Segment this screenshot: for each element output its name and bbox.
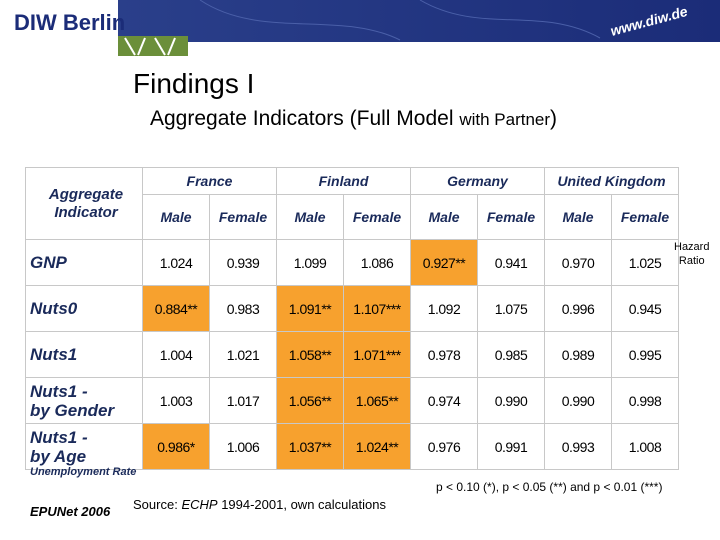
value-cell: 0.995 bbox=[611, 331, 679, 378]
value-cell: 1.025 bbox=[611, 239, 679, 286]
row-label-line: GNP bbox=[30, 253, 67, 272]
row-label: Nuts1 - by Gender bbox=[25, 377, 143, 424]
data-row: Nuts1 1.004 1.021 1.058** 1.071*** 0.978 0.985… bbox=[25, 331, 679, 378]
value-cell: 1.099 bbox=[276, 239, 344, 286]
value-cell: 0.991 bbox=[477, 423, 545, 470]
source-part: ECHP bbox=[181, 497, 218, 512]
results-table: Aggregate Indicator France Finland Germany Un… bbox=[25, 167, 679, 470]
value-cell: 1.107*** bbox=[343, 285, 411, 332]
value-cell: 1.006 bbox=[209, 423, 277, 470]
logo: DIW Berlin bbox=[14, 10, 126, 35]
value-cell: 0.974 bbox=[410, 377, 478, 424]
value-cell: 0.996 bbox=[544, 285, 612, 332]
value-cell: 0.985 bbox=[477, 331, 545, 378]
data-row: Nuts1 - by Gender 1.003 1.017 1.056** 1.065**… bbox=[25, 377, 679, 424]
row-label-line: Nuts1 - bbox=[30, 427, 88, 447]
source-part: 1994-2001, own calculations bbox=[221, 497, 386, 512]
value-cell: 1.071*** bbox=[343, 331, 411, 378]
value-cell: 1.086 bbox=[343, 239, 411, 286]
row-label: Nuts1 - by Age bbox=[25, 423, 143, 470]
header-band: www.diw.de bbox=[118, 0, 720, 56]
subtitle-part: with Partner bbox=[459, 110, 551, 129]
sex-header: Female bbox=[477, 194, 545, 240]
country-header: United Kingdom bbox=[544, 167, 679, 195]
country-header: France bbox=[142, 167, 277, 195]
side-note-line: Hazard bbox=[674, 241, 710, 253]
value-cell: 1.075 bbox=[477, 285, 545, 332]
row-label-line: by Gender bbox=[30, 400, 115, 420]
row-label-line: by Age bbox=[30, 446, 87, 466]
significance-note: p < 0.10 (*), p < 0.05 (**) and p < 0.01… bbox=[436, 480, 663, 494]
value-cell: 0.993 bbox=[544, 423, 612, 470]
footer-event: EPUNet 2006 bbox=[30, 504, 111, 519]
row-label-line: Nuts1 - bbox=[30, 381, 88, 401]
value-cell: 1.024** bbox=[343, 423, 411, 470]
row-label-line: Nuts0 bbox=[30, 299, 78, 318]
value-cell: 1.056** bbox=[276, 377, 344, 424]
value-cell: 0.998 bbox=[611, 377, 679, 424]
country-header: Finland bbox=[276, 167, 411, 195]
ornament bbox=[199, 0, 601, 41]
value-cell: 0.939 bbox=[209, 239, 277, 286]
value-cell: 0.983 bbox=[209, 285, 277, 332]
value-cell: 0.976 bbox=[410, 423, 478, 470]
table-footnote: Unemployment Rate bbox=[30, 466, 137, 478]
footer-source: Source: ECHP 1994-2001, own calculations bbox=[133, 497, 386, 512]
subtitle: Aggregate Indicators (Full Model with Pa… bbox=[150, 107, 557, 131]
value-cell: 0.927** bbox=[410, 239, 478, 286]
row-label: Nuts1 bbox=[25, 331, 143, 378]
subtitle-part: ) bbox=[550, 107, 558, 130]
value-cell: 0.990 bbox=[477, 377, 545, 424]
row-label: GNP bbox=[25, 239, 143, 286]
row-label: Nuts0 bbox=[25, 285, 143, 332]
data-row: Nuts0 0.884** 0.983 1.091** 1.107*** 1.092 1.0… bbox=[25, 285, 679, 332]
value-cell: 1.091** bbox=[276, 285, 344, 332]
value-cell: 0.986* bbox=[142, 423, 210, 470]
header-strip bbox=[118, 36, 188, 56]
value-cell: 1.008 bbox=[611, 423, 679, 470]
value-cell: 0.970 bbox=[544, 239, 612, 286]
value-cell: 0.884** bbox=[142, 285, 210, 332]
sex-header: Male bbox=[410, 194, 478, 240]
header-row: Male Female Male Female Male Female Male Female bbox=[26, 194, 679, 240]
value-cell: 0.978 bbox=[410, 331, 478, 378]
value-cell: 1.024 bbox=[142, 239, 210, 286]
value-cell: 1.017 bbox=[209, 377, 277, 424]
ornament bbox=[124, 37, 176, 56]
sex-header: Male bbox=[276, 194, 344, 240]
value-cell: 1.004 bbox=[142, 331, 210, 378]
data-row: GNP 1.024 0.939 1.099 1.086 0.927** 0.941 0.970… bbox=[25, 239, 679, 286]
row-label-line: Nuts1 bbox=[30, 345, 78, 364]
sex-header: Female bbox=[611, 194, 679, 240]
value-cell: 0.945 bbox=[611, 285, 679, 332]
value-cell: 1.058** bbox=[276, 331, 344, 378]
value-cell: 1.092 bbox=[410, 285, 478, 332]
header-background bbox=[118, 0, 720, 42]
value-cell: 1.003 bbox=[142, 377, 210, 424]
corner-line: Indicator bbox=[54, 203, 118, 221]
value-cell: 0.941 bbox=[477, 239, 545, 286]
title: Findings I bbox=[133, 68, 255, 99]
header-row: Aggregate Indicator France Finland Germany Un… bbox=[25, 167, 679, 240]
side-note-line: Ratio bbox=[678, 255, 705, 267]
corner-cell: Aggregate Indicator bbox=[25, 167, 143, 240]
sex-header: Male bbox=[544, 194, 612, 240]
sex-header: Female bbox=[209, 194, 277, 240]
sex-header: Female bbox=[343, 194, 411, 240]
value-cell: 1.065** bbox=[343, 377, 411, 424]
country-header: Germany bbox=[410, 167, 545, 195]
corner-line: Aggregate bbox=[48, 185, 124, 203]
subtitle-part: Aggregate Indicators (Full Model bbox=[150, 107, 454, 130]
data-row: Nuts1 - by Age 0.986* 1.006 1.037** 1.024** 0.… bbox=[25, 423, 679, 470]
side-note: Hazard Ratio bbox=[674, 240, 709, 268]
sex-header: Male bbox=[142, 194, 210, 240]
value-cell: 1.037** bbox=[276, 423, 344, 470]
source-part: Source: bbox=[133, 497, 178, 512]
value-cell: 0.990 bbox=[544, 377, 612, 424]
value-cell: 0.989 bbox=[544, 331, 612, 378]
value-cell: 1.021 bbox=[209, 331, 277, 378]
